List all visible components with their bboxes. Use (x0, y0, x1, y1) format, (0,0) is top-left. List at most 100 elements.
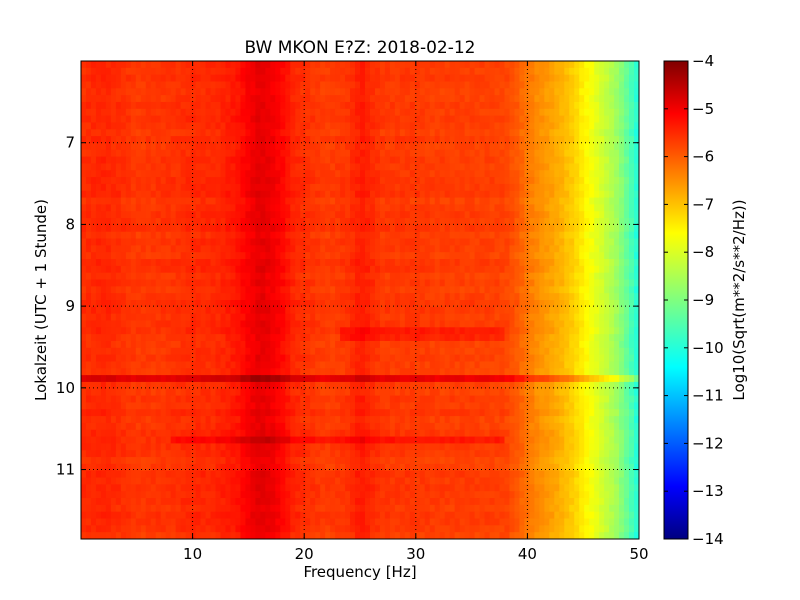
heatmap-cell (569, 327, 575, 335)
heatmap-cell (90, 204, 97, 212)
heatmap-cell (599, 224, 605, 233)
heatmap-cell (285, 286, 291, 294)
heatmap-cell (270, 183, 276, 192)
heatmap-cell (594, 259, 600, 267)
heatmap-cell (609, 231, 615, 240)
heatmap-cell (559, 115, 565, 124)
heatmap-cell (494, 272, 501, 281)
heatmap-cell (564, 279, 570, 287)
heatmap-cell (265, 61, 271, 69)
heatmap-cell (270, 170, 276, 178)
heatmap-cell (290, 61, 296, 69)
heatmap-cell (549, 265, 555, 274)
heatmap-cell (414, 129, 421, 137)
heatmap-cell (175, 61, 182, 69)
heatmap-cell (599, 142, 605, 151)
heatmap-cell (325, 156, 331, 165)
heatmap-cell (300, 238, 306, 246)
heatmap-cell (345, 122, 351, 130)
heatmap-cell (404, 354, 411, 363)
heatmap-cell (135, 108, 142, 117)
heatmap-cell (155, 300, 162, 308)
heatmap-cell (479, 170, 486, 178)
heatmap-cell (509, 101, 516, 110)
heatmap-cell (275, 361, 281, 369)
heatmap-cell (494, 224, 501, 233)
heatmap-cell (424, 293, 431, 301)
heatmap-cell (524, 354, 530, 363)
heatmap-cell (409, 224, 416, 233)
heatmap-cell (170, 327, 177, 335)
heatmap-cell (260, 142, 266, 151)
heatmap-cell (404, 347, 411, 356)
heatmap-cell (399, 197, 406, 205)
heatmap-cell (155, 81, 162, 89)
heatmap-cell (255, 224, 261, 233)
heatmap-cell (290, 156, 296, 165)
heatmap-cell (364, 245, 371, 253)
heatmap-cell (250, 211, 256, 219)
heatmap-cell (235, 88, 242, 96)
heatmap-cell (584, 129, 590, 137)
heatmap-cell (115, 334, 122, 342)
heatmap-cell (225, 163, 232, 171)
heatmap-cell (315, 204, 321, 212)
heatmap-cell (310, 252, 316, 260)
heatmap-cell (130, 245, 137, 253)
heatmap-cell (499, 101, 506, 110)
heatmap-cell (125, 252, 132, 260)
heatmap-cell (509, 231, 516, 240)
heatmap-cell (374, 129, 381, 137)
heatmap-cell (220, 136, 227, 144)
heatmap-cell (265, 300, 271, 308)
heatmap-cell (155, 327, 162, 335)
heatmap-cell (85, 211, 92, 219)
heatmap-cell (424, 300, 431, 308)
heatmap-cell (175, 252, 182, 260)
heatmap-cell (115, 252, 122, 260)
heatmap-cell (85, 204, 92, 212)
heatmap-cell (584, 272, 590, 281)
heatmap-cell (509, 122, 516, 130)
heatmap-cell (290, 136, 296, 144)
heatmap-cell (594, 61, 600, 69)
heatmap-cell (360, 177, 366, 185)
heatmap-cell (519, 81, 526, 89)
heatmap-cell (335, 265, 341, 274)
heatmap-cell (290, 286, 296, 294)
heatmap-cell (135, 163, 142, 171)
heatmap-cell (534, 163, 540, 171)
heatmap-cell (449, 101, 456, 110)
heatmap-cell (275, 115, 281, 124)
heatmap-cell (170, 293, 177, 301)
heatmap-cell (105, 293, 112, 301)
heatmap-cell (489, 197, 496, 205)
heatmap-cell (165, 81, 172, 89)
heatmap-cell (534, 286, 540, 294)
heatmap-cell (270, 74, 276, 83)
heatmap-cell (469, 163, 476, 171)
heatmap-cell (165, 361, 172, 369)
heatmap-cell (310, 170, 316, 178)
heatmap-cell (624, 197, 630, 205)
heatmap-cell (295, 136, 301, 144)
heatmap-cell (105, 300, 112, 308)
heatmap-cell (360, 279, 366, 287)
heatmap-cell (469, 224, 476, 233)
heatmap-cell (574, 81, 580, 89)
heatmap-cell (549, 170, 555, 178)
heatmap-cell (419, 197, 426, 205)
heatmap-cell (404, 95, 411, 103)
heatmap-cell (559, 136, 565, 144)
heatmap-cell (614, 170, 620, 178)
heatmap-cell (165, 170, 172, 178)
heatmap-cell (454, 218, 461, 226)
heatmap-cell (225, 74, 232, 83)
heatmap-cell (364, 122, 371, 130)
heatmap-cell (215, 95, 222, 103)
heatmap-cell (404, 313, 411, 322)
heatmap-cell (629, 259, 635, 267)
heatmap-cell (270, 231, 276, 240)
heatmap-cell (554, 286, 560, 294)
heatmap-cell (414, 81, 421, 89)
